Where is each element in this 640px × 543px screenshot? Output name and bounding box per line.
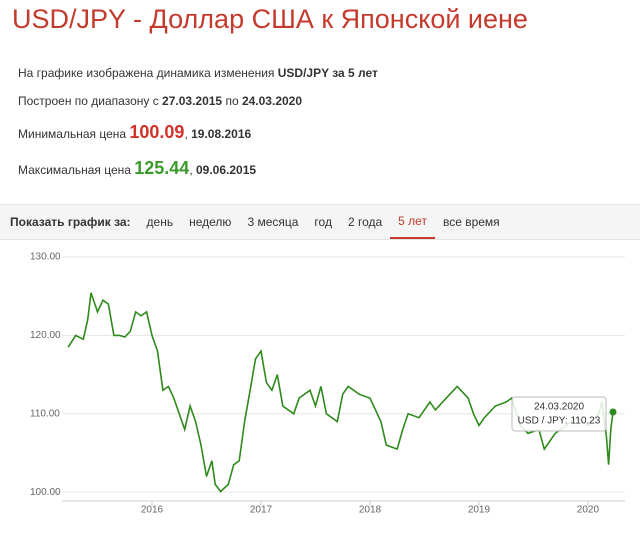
info-text: 19.08.2016 [191, 127, 252, 141]
info-line: На графике изображена динамика изменения… [18, 66, 378, 80]
tooltip-label: USD / JPY: 110.23 [518, 416, 601, 427]
info-text: 09.06.2015 [195, 163, 257, 177]
tooltip-box [511, 396, 607, 432]
info-text: 100.09 [129, 122, 185, 142]
info-text: На графике изображена динамика изменения [18, 66, 278, 80]
period-tabs: Показать график за: день неделю 3 месяца год… [0, 204, 640, 240]
period-tab[interactable]: все время [442, 215, 500, 229]
info-text: Минимальная цена [18, 127, 130, 141]
info-text: Максимальная цена [18, 163, 135, 177]
info-text: USD/JPY за 5 лет [277, 66, 378, 80]
y-tick-label: 100.00 [30, 487, 61, 498]
info-line: Минимальная цена 100.09, 19.08.2016 [18, 122, 251, 143]
info-text: 24.03.2020 [241, 94, 303, 108]
x-tick-label: 2018 [359, 505, 382, 516]
info-text: 27.03.2015 [162, 94, 223, 108]
y-tick-label: 120.00 [30, 330, 61, 341]
tooltip-date: 24.03.2020 [534, 402, 584, 413]
period-tab[interactable]: неделю [189, 215, 232, 229]
price-line [67, 292, 614, 493]
x-tick-label: 2016 [141, 505, 164, 516]
period-tab[interactable]: год [314, 215, 332, 229]
y-tick-label: 110.00 [30, 408, 60, 419]
period-tab[interactable]: день [146, 215, 174, 229]
period-tab[interactable]: 2 года [347, 215, 383, 229]
info-line: Построен по диапазону с 27.03.2015 по 24… [18, 94, 302, 108]
page-title: USD/JPY - Доллар США к Японской иене [12, 4, 528, 34]
chart: 100.00 110.00 120.00 130.00 2016 2017 2018 2019… [30, 252, 625, 516]
tabs-label: Показать график за: [10, 215, 131, 229]
info-text: 125.44 [134, 158, 190, 178]
period-tab[interactable]: 5 лет [390, 205, 435, 239]
period-tab[interactable]: 3 месяца [247, 215, 299, 229]
info-text: по [222, 94, 242, 108]
x-tick-label: 2017 [250, 505, 273, 516]
info-text: , [184, 127, 192, 141]
info-text: , [189, 163, 196, 177]
y-tick-label: 130.00 [30, 252, 61, 263]
x-tick-label: 2020 [577, 505, 600, 516]
info-text: Построен по диапазону с [18, 94, 163, 108]
x-tick-label: 2019 [468, 505, 491, 516]
last-point [609, 408, 617, 416]
info-line: Максимальная цена 125.44, 09.06.2015 [18, 158, 256, 179]
